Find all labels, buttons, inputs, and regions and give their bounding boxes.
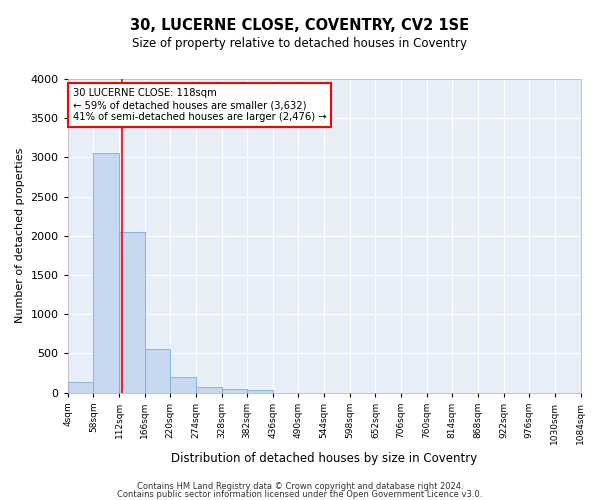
Text: Contains HM Land Registry data © Crown copyright and database right 2024.: Contains HM Land Registry data © Crown c… <box>137 482 463 491</box>
Bar <box>170 377 196 392</box>
Bar <box>119 232 145 392</box>
Text: Contains public sector information licensed under the Open Government Licence v3: Contains public sector information licen… <box>118 490 482 499</box>
Bar <box>221 388 247 392</box>
Text: 30 LUCERNE CLOSE: 118sqm
← 59% of detached houses are smaller (3,632)
41% of sem: 30 LUCERNE CLOSE: 118sqm ← 59% of detach… <box>73 88 326 122</box>
Text: 30, LUCERNE CLOSE, COVENTRY, CV2 1SE: 30, LUCERNE CLOSE, COVENTRY, CV2 1SE <box>130 18 470 32</box>
Y-axis label: Number of detached properties: Number of detached properties <box>15 148 25 324</box>
Bar <box>145 348 170 393</box>
Bar <box>94 154 119 392</box>
Text: Size of property relative to detached houses in Coventry: Size of property relative to detached ho… <box>133 38 467 51</box>
X-axis label: Distribution of detached houses by size in Coventry: Distribution of detached houses by size … <box>171 452 477 465</box>
Bar <box>196 386 221 392</box>
Bar <box>247 390 273 392</box>
Bar <box>68 382 94 392</box>
